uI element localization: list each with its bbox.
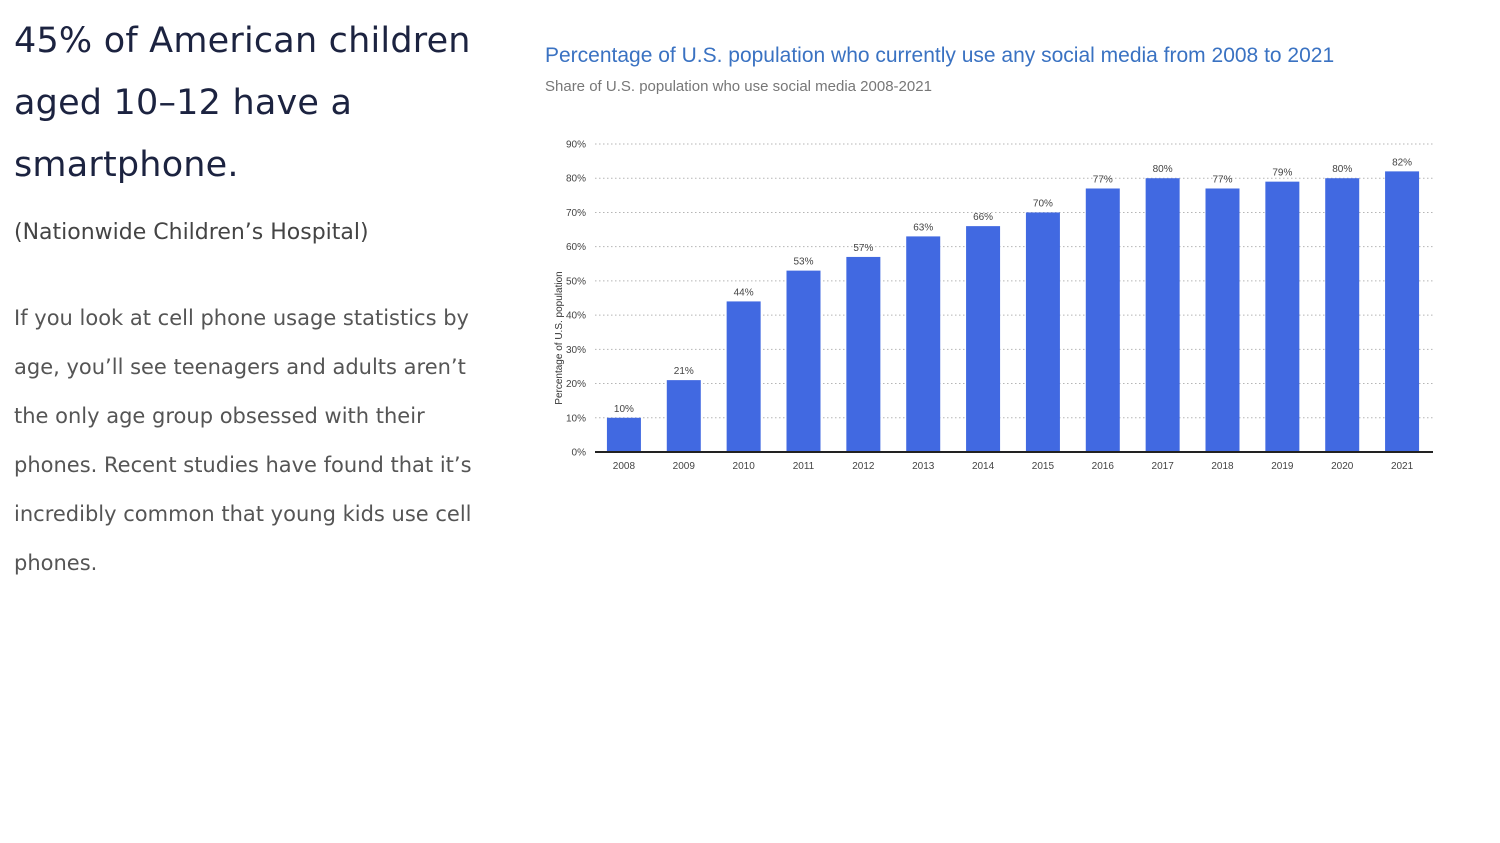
headline: 45% of American children aged 10–12 have… xyxy=(14,21,471,185)
bar xyxy=(846,256,881,452)
bar xyxy=(666,380,701,452)
x-tick-label: 2021 xyxy=(1391,461,1414,472)
bar xyxy=(1325,178,1360,452)
bar xyxy=(606,417,641,452)
text-column: 45% of American children aged 10–12 have… xyxy=(14,10,484,588)
y-tick-label: 30% xyxy=(566,345,586,356)
x-tick-label: 2019 xyxy=(1271,461,1294,472)
x-tick-label: 2017 xyxy=(1152,461,1175,472)
bar xyxy=(786,270,821,452)
y-axis-title: Percentage of U.S. population xyxy=(554,271,565,404)
x-tick-label: 2011 xyxy=(793,461,815,472)
bar-value-label: 44% xyxy=(734,287,754,298)
bar-value-label: 70% xyxy=(1033,198,1053,209)
y-tick-label: 40% xyxy=(566,311,586,322)
bar-value-label: 77% xyxy=(1093,174,1113,185)
x-tick-label: 2012 xyxy=(852,461,875,472)
bar-value-label: 63% xyxy=(913,222,933,233)
x-tick-label: 2016 xyxy=(1092,461,1115,472)
x-tick-label: 2013 xyxy=(912,461,935,472)
y-tick-label: 10% xyxy=(566,413,586,424)
bar xyxy=(1265,181,1300,452)
x-tick-label: 2008 xyxy=(613,461,636,472)
y-tick-label: 70% xyxy=(566,208,586,219)
body-paragraph: If you look at cell phone usage statisti… xyxy=(14,306,472,575)
bar xyxy=(906,236,941,452)
x-tick-label: 2020 xyxy=(1331,461,1354,472)
bar-value-label: 79% xyxy=(1272,168,1292,179)
bar-value-label: 77% xyxy=(1212,174,1232,185)
chart-title: Percentage of U.S. population who curren… xyxy=(545,44,1335,67)
x-tick-label: 2014 xyxy=(972,461,995,472)
bar xyxy=(726,301,761,452)
social-media-chart: Percentage of U.S. population who curren… xyxy=(540,38,1440,488)
source-citation: (Nationwide Children’s Hospital) xyxy=(14,220,369,245)
chart-plot: 0% 10% 20% 30% 40% 50% 60% 70% 80% 90% Percentage … xyxy=(554,140,1433,472)
y-tick-label: 50% xyxy=(566,276,586,287)
bar xyxy=(1205,188,1240,452)
x-tick-label: 2010 xyxy=(733,461,756,472)
y-tick-label: 20% xyxy=(566,379,586,390)
chart-subtitle: Share of U.S. population who use social … xyxy=(545,78,932,95)
bar xyxy=(1145,178,1180,452)
bar-value-label: 80% xyxy=(1153,164,1173,175)
bar-value-label: 21% xyxy=(674,366,694,377)
y-tick-label: 90% xyxy=(566,140,586,151)
bar-value-label: 80% xyxy=(1332,164,1352,175)
bar-value-label: 57% xyxy=(853,243,873,254)
y-tick-label: 60% xyxy=(566,242,586,253)
x-tick-label: 2009 xyxy=(673,461,696,472)
bar xyxy=(1025,212,1060,452)
x-tick-label: 2015 xyxy=(1032,461,1055,472)
bar-value-label: 53% xyxy=(793,257,813,268)
bar xyxy=(1385,171,1420,452)
x-tick-label: 2018 xyxy=(1211,461,1234,472)
bar-value-label: 66% xyxy=(973,212,993,223)
bar xyxy=(966,226,1001,452)
y-tick-label: 80% xyxy=(566,174,586,185)
y-tick-label: 0% xyxy=(572,448,587,459)
bar-value-label: 82% xyxy=(1392,157,1412,168)
bar-value-label: 10% xyxy=(614,404,634,415)
bar xyxy=(1085,188,1120,452)
